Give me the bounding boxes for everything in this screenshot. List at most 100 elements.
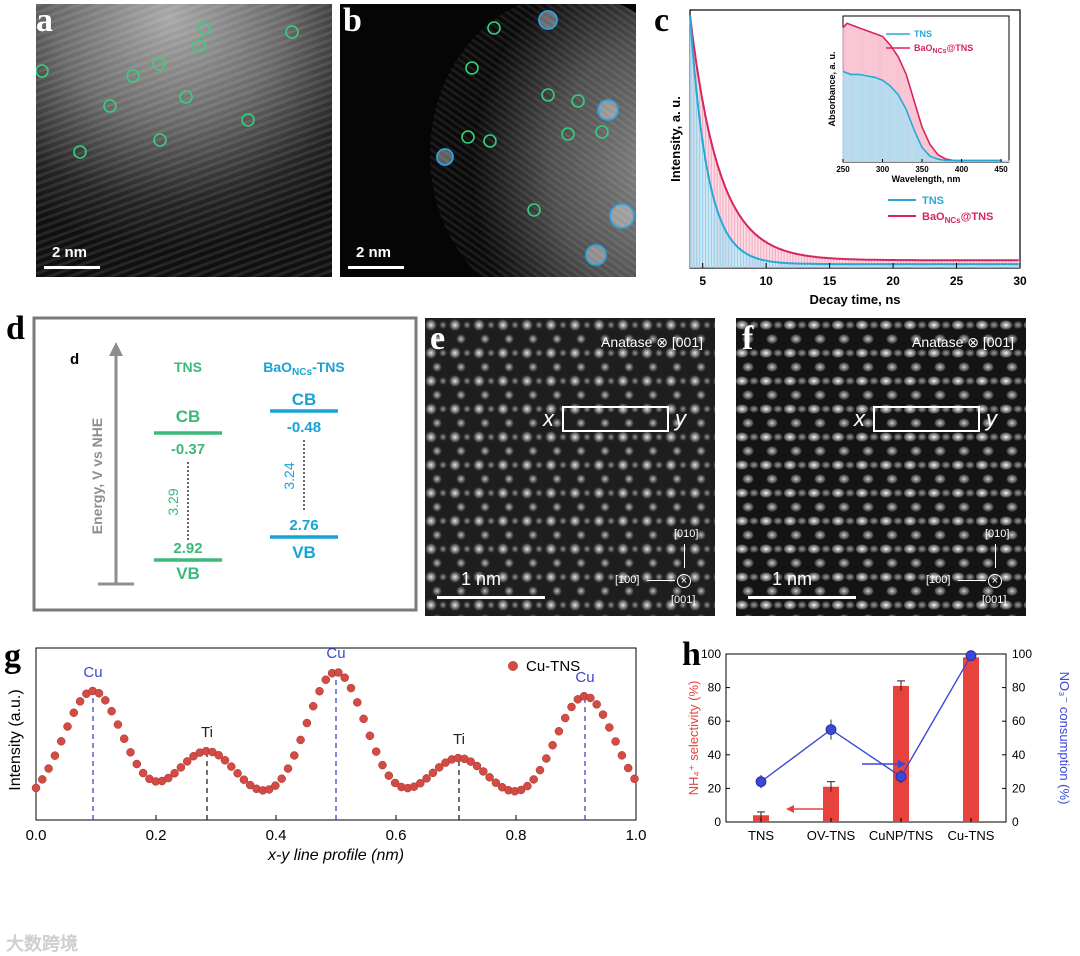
right-y-tick-label: 20 — [1012, 781, 1026, 795]
profile-point — [567, 702, 576, 712]
inset-x-axis-label: Wavelength, nm — [892, 174, 961, 184]
profile-point — [586, 693, 595, 703]
bao-vb-label: VB — [292, 543, 316, 562]
profile-point — [63, 722, 72, 731]
inset-x-tick-label: 300 — [876, 165, 890, 174]
profile-point — [132, 759, 142, 769]
x-tick-label: 15 — [823, 274, 837, 288]
x-tick-label: 0.8 — [506, 827, 527, 844]
inset-legend-label-tns: TNS — [914, 29, 932, 39]
profile-point — [302, 718, 312, 728]
profile-point — [434, 763, 444, 772]
profile-point — [271, 781, 280, 790]
profile-point — [630, 774, 639, 784]
profile-point — [554, 727, 564, 736]
panel-a-stem-image: 2 nm — [36, 4, 332, 277]
profile-point — [119, 734, 129, 743]
profile-point — [334, 668, 343, 677]
x-tick-label: 0.2 — [146, 827, 167, 844]
profile-point — [353, 698, 362, 707]
left-y-tick-label: 80 — [708, 681, 722, 695]
y-marker: y — [675, 406, 686, 431]
tns-vb-label: VB — [176, 564, 200, 583]
decay-chart: 5 10 15 20 25 30 Decay time, ns Intensity, a.… — [668, 9, 1027, 307]
x-tick-label: TNS — [748, 828, 774, 843]
series-line-bao-tns — [689, 15, 1019, 262]
panel-b-stem-image: 2 nm — [340, 4, 636, 277]
energy-axis-label: Energy, V vs NHE — [89, 418, 105, 534]
profile-point — [245, 780, 255, 790]
profile-point — [283, 764, 293, 773]
profile-point — [542, 754, 551, 763]
profile-point — [220, 756, 230, 765]
arrow-to-right-axis — [862, 760, 906, 768]
direction-100: [100] — [926, 574, 951, 586]
direction-arrow-left — [647, 580, 675, 581]
profile-point — [277, 774, 286, 783]
profile-point — [321, 675, 331, 684]
peak-label: Ti — [453, 731, 465, 748]
profile-point — [182, 757, 192, 766]
tns-cb-value: -0.37 — [171, 441, 205, 458]
y-axis-label: Intensity, a. u. — [668, 96, 683, 182]
profile-point — [535, 765, 545, 775]
consumption-line — [760, 655, 972, 783]
profile-point — [126, 748, 135, 757]
x-axis-label: x-y line profile (nm) — [267, 847, 404, 864]
profile-point — [44, 764, 53, 773]
profile-point — [69, 708, 79, 717]
profile-point — [296, 735, 305, 745]
profile-point — [485, 773, 494, 782]
x-tick-label: 20 — [886, 274, 900, 288]
panel-label-c: c — [654, 2, 670, 39]
scale-bar — [437, 596, 545, 599]
direction-into-page-icon: × — [988, 574, 1002, 588]
profile-point — [75, 697, 85, 706]
panel-e-lattice-image: Anatase ⊗ [001] x y [010] [100] × [001] … — [425, 318, 715, 616]
profile-point — [365, 731, 375, 741]
panel-label-g: g — [4, 638, 21, 675]
x-tick-label: 1.0 — [626, 827, 647, 844]
profile-point — [472, 761, 482, 771]
profile-point — [428, 768, 438, 778]
peak-label: Ti — [201, 724, 213, 741]
scale-bar-label: 1 nm — [461, 569, 502, 589]
arrow-to-left-axis — [786, 805, 830, 813]
right-y-tick-label: 80 — [1012, 681, 1026, 695]
series-line-tns — [689, 15, 1019, 266]
profile-point — [378, 760, 387, 770]
absorbance-inset: 250 300 350 400 450 Wavelength, nm Absorbanc… — [827, 15, 1010, 184]
profile-point — [340, 673, 349, 682]
inset-legend-label-bao: BaONCs@TNS — [914, 43, 973, 55]
profile-point — [308, 701, 318, 711]
peak-label: Cu — [326, 645, 345, 662]
profile-point — [101, 696, 110, 705]
bar-nh4-selectivity — [963, 657, 979, 822]
profile-point — [107, 706, 116, 716]
bao-cb-label: CB — [292, 390, 317, 409]
right-y-tick-label: 0 — [1012, 815, 1019, 829]
profile-point — [529, 775, 538, 784]
bao-title: BaONCs-TNS — [263, 359, 344, 378]
bar-nh4-selectivity — [823, 786, 839, 822]
tns-gap-value: 3.29 — [165, 488, 181, 515]
profile-point — [371, 747, 381, 756]
profile-point — [38, 775, 47, 784]
scale-bar — [348, 266, 404, 269]
profile-point — [189, 751, 198, 761]
bao-vb-value: 2.76 — [289, 517, 318, 534]
scale-bar-label: 2 nm — [52, 244, 88, 261]
profile-point — [466, 757, 475, 766]
panel-label-a: a — [36, 2, 53, 39]
band-diagram: d Energy, V vs NHE TNS CB -0.37 3.29 2.9… — [32, 316, 418, 612]
tns-vb-value: 2.92 — [173, 540, 202, 557]
inset-x-tick-label: 350 — [915, 165, 929, 174]
direction-100: [100] — [615, 574, 640, 586]
right-y-tick-label: 100 — [1012, 647, 1032, 661]
profile-point — [138, 768, 148, 778]
direction-001: [001] — [671, 594, 696, 606]
crystal-orientation-label: Anatase ⊗ [001] — [601, 334, 704, 350]
profile-point — [239, 775, 249, 784]
left-y-tick-label: 60 — [708, 714, 722, 728]
profile-point — [346, 683, 356, 693]
